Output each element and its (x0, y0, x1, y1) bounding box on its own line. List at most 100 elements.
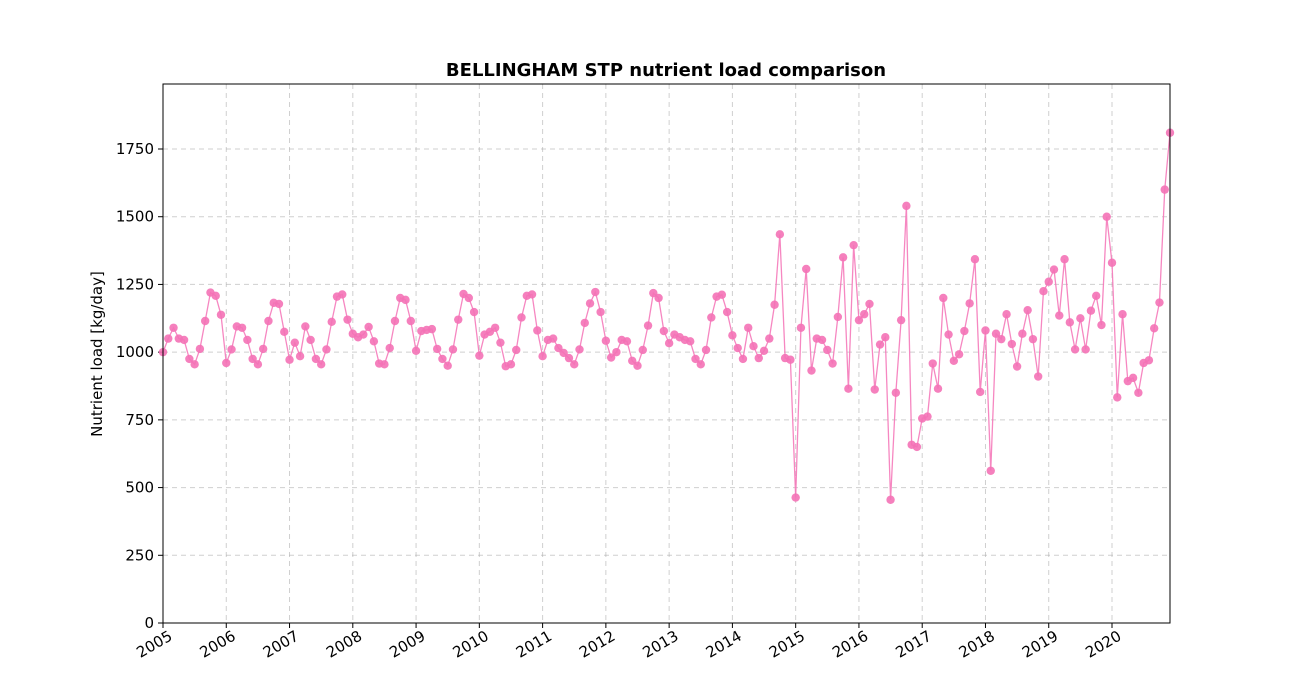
data-point (512, 345, 521, 355)
data-point (1149, 324, 1159, 333)
data-point (559, 348, 568, 358)
data-point (744, 323, 753, 332)
data-point (253, 360, 263, 369)
data-point (454, 315, 463, 324)
data-point (960, 326, 969, 336)
y-axis-label: Nutrient load [kg/day] (88, 271, 106, 437)
data-point (949, 356, 959, 366)
data-point (564, 353, 574, 363)
data-point (185, 354, 194, 364)
data-point (280, 327, 289, 337)
data-point (965, 299, 974, 308)
data-point (833, 312, 843, 322)
data-point (1118, 310, 1127, 319)
data-point (854, 315, 864, 325)
data-point (1086, 306, 1096, 315)
data-point (686, 337, 695, 346)
data-point (411, 346, 421, 355)
chart-title: BELLINGHAM STP nutrient load comparison (446, 60, 886, 81)
data-point (258, 344, 268, 354)
data-point (865, 299, 874, 309)
data-point (638, 345, 647, 355)
data-point (1107, 258, 1117, 267)
data-point (1113, 393, 1122, 402)
data-point (380, 360, 389, 369)
data-point (986, 466, 995, 475)
data-point (664, 339, 674, 348)
data-point (338, 290, 347, 299)
data-point (870, 385, 879, 394)
data-point (817, 335, 827, 345)
data-point (538, 352, 547, 361)
series (158, 128, 1175, 504)
data-point (828, 359, 837, 368)
data-point (775, 230, 785, 239)
data-point (237, 323, 247, 332)
data-point (1007, 339, 1017, 349)
data-point (881, 333, 890, 342)
data-point (717, 290, 727, 299)
data-point (981, 326, 990, 335)
data-point (490, 323, 500, 332)
data-point (427, 324, 437, 334)
data-point (733, 343, 742, 353)
data-point (506, 360, 516, 369)
data-point (1160, 185, 1169, 194)
data-point (649, 288, 658, 298)
data-point (285, 355, 294, 364)
y-tick-label: 1750 (116, 140, 154, 158)
data-point (496, 338, 505, 347)
data-point (1012, 362, 1022, 371)
data-point (243, 335, 252, 345)
data-point (596, 307, 605, 317)
y-tick-label: 1500 (116, 208, 154, 226)
y-tick-label: 250 (125, 546, 154, 564)
y-tick-label: 500 (125, 479, 154, 497)
data-point (385, 343, 394, 353)
data-point (622, 337, 632, 346)
y-tick-label: 1000 (116, 343, 154, 361)
data-point (211, 291, 220, 301)
data-point (912, 442, 922, 452)
data-point (216, 310, 226, 319)
data-point (939, 293, 948, 303)
data-point (1070, 345, 1080, 354)
data-point (928, 359, 937, 368)
data-point (991, 329, 1001, 338)
data-point (807, 366, 816, 375)
data-point (954, 350, 964, 359)
data-point (786, 355, 795, 364)
data-point (738, 354, 748, 364)
data-point (327, 317, 336, 327)
data-point (754, 353, 763, 363)
data-point (1134, 388, 1143, 397)
data-point (527, 290, 537, 299)
data-point (691, 354, 700, 364)
grid (163, 84, 1170, 623)
data-point (1155, 298, 1164, 307)
data-point (838, 253, 848, 262)
data-point (570, 360, 579, 369)
data-point (976, 387, 985, 397)
data-point (933, 384, 943, 393)
data-point (970, 255, 980, 264)
data-point (164, 334, 173, 343)
data-point (301, 322, 310, 331)
data-point (844, 384, 853, 393)
data-point (849, 240, 858, 250)
data-point (1055, 311, 1064, 320)
data-point (464, 293, 473, 303)
data-point (311, 354, 321, 364)
data-point (585, 299, 595, 308)
data-point (944, 330, 953, 339)
data-point (343, 315, 352, 324)
data-point (923, 412, 932, 421)
data-point (886, 495, 895, 504)
data-point (390, 316, 400, 326)
data-point (612, 347, 621, 357)
y-tick-label: 750 (125, 411, 154, 429)
data-point (1002, 310, 1011, 319)
data-point (875, 340, 885, 349)
data-point (728, 331, 737, 340)
